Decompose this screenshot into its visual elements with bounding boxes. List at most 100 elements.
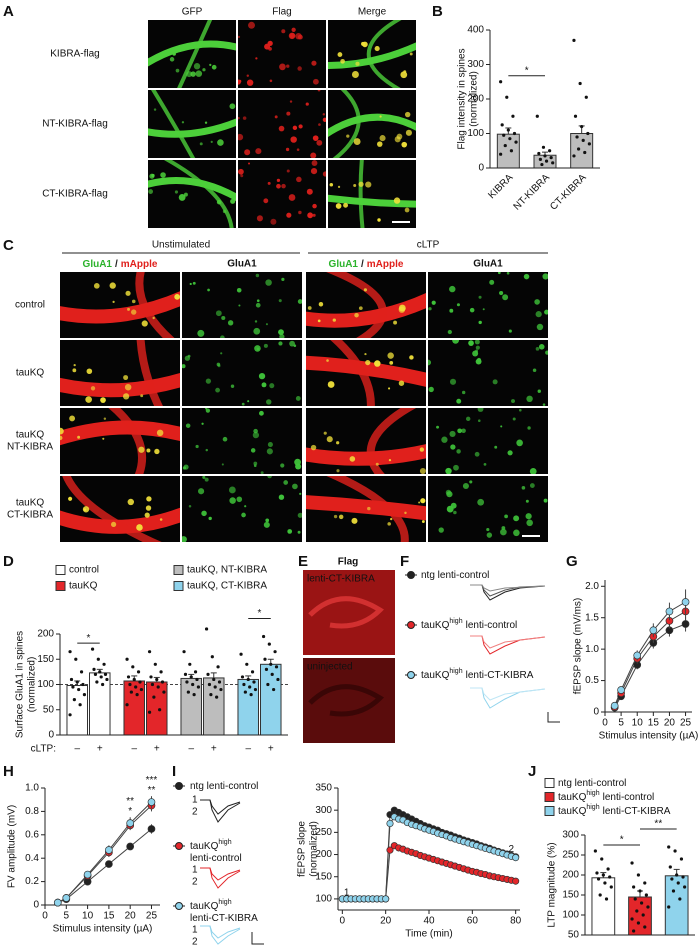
legend-text-part: tauKQ xyxy=(190,901,219,912)
spine xyxy=(260,471,264,474)
annotation: 2 xyxy=(509,844,515,855)
data-point xyxy=(207,682,212,687)
spine xyxy=(529,483,535,488)
data-point xyxy=(675,873,679,877)
data-point xyxy=(595,871,599,875)
data-point xyxy=(679,857,684,861)
data-point xyxy=(544,159,549,163)
spine xyxy=(286,64,290,68)
column-header: Flag xyxy=(272,7,291,18)
spine xyxy=(236,496,243,503)
spine xyxy=(449,285,456,293)
spine xyxy=(195,444,199,449)
image-content xyxy=(238,90,326,158)
bar xyxy=(237,678,259,736)
spine xyxy=(90,386,96,391)
data-point xyxy=(671,889,676,893)
y-tick-label: 100 xyxy=(315,894,332,905)
spine xyxy=(109,282,116,289)
dendrite xyxy=(136,340,163,406)
trace xyxy=(470,584,546,592)
spine xyxy=(201,422,204,425)
spine xyxy=(336,469,340,473)
y-tick-label: 150 xyxy=(37,654,54,665)
data-point xyxy=(103,672,108,677)
y-tick-label: 1.5 xyxy=(585,612,599,623)
legend-marker xyxy=(407,571,415,579)
image-bg xyxy=(428,272,548,338)
data-point xyxy=(266,682,270,687)
y-tick-label: 100 xyxy=(37,679,54,690)
x-tick-label: – xyxy=(131,744,137,755)
spine xyxy=(256,215,263,222)
spine xyxy=(494,445,498,449)
merge-label: GluA1/mApple xyxy=(329,259,404,270)
image-content xyxy=(182,408,302,474)
hippocampus xyxy=(308,596,384,629)
spine xyxy=(261,382,267,388)
data-point xyxy=(644,893,648,897)
data-point xyxy=(638,889,642,893)
spine xyxy=(477,408,484,412)
spine xyxy=(222,209,227,214)
data-point xyxy=(147,825,156,833)
y-axis-label: (normalized) xyxy=(469,71,480,127)
legend-text: control xyxy=(69,565,99,576)
data-point xyxy=(587,142,591,146)
data-point xyxy=(93,672,98,677)
trace-mark: 1 xyxy=(192,795,198,806)
spine xyxy=(215,310,222,317)
spine xyxy=(274,115,278,119)
data-point xyxy=(53,898,62,907)
data-point xyxy=(512,877,520,885)
spine xyxy=(230,198,236,204)
spine xyxy=(326,436,333,443)
image-content xyxy=(189,273,302,338)
spine xyxy=(103,417,107,420)
annotation: * xyxy=(128,806,132,817)
micrograph xyxy=(428,408,548,474)
spine xyxy=(276,183,281,189)
spine xyxy=(286,111,291,116)
x-tick-label: KIBRA xyxy=(486,172,515,201)
spine xyxy=(311,160,318,166)
y-tick-label: 1.0 xyxy=(25,783,39,794)
legend-text: tauKQhigh xyxy=(190,839,232,852)
data-point xyxy=(209,693,213,697)
spine xyxy=(478,320,482,325)
spine xyxy=(248,162,251,165)
x-tick-label: 25 xyxy=(680,718,692,729)
data-point xyxy=(136,670,141,674)
legend-marker xyxy=(407,621,415,629)
spine xyxy=(254,345,261,352)
spine xyxy=(317,319,321,323)
spine xyxy=(160,172,166,178)
image-bg xyxy=(182,272,302,338)
image-content xyxy=(428,272,548,335)
micrograph xyxy=(182,476,302,542)
data-point xyxy=(681,598,690,606)
spine xyxy=(202,68,206,72)
spine xyxy=(278,494,285,500)
x-tick-label: 25 xyxy=(146,911,158,922)
spine xyxy=(202,476,206,479)
y-tick-label: 200 xyxy=(37,629,54,640)
data-point xyxy=(630,861,634,865)
spine xyxy=(281,183,286,189)
data-point xyxy=(261,634,266,639)
micrograph xyxy=(238,160,326,228)
spine xyxy=(296,148,300,151)
trace-mark: 1 xyxy=(192,925,198,936)
data-point xyxy=(575,135,579,139)
micrograph xyxy=(428,272,548,338)
annotation: ** xyxy=(148,785,156,796)
spine xyxy=(358,181,364,187)
data-point xyxy=(549,156,553,160)
dendrite xyxy=(151,90,196,158)
spine xyxy=(145,505,152,511)
spine xyxy=(123,375,129,381)
spine xyxy=(307,212,314,219)
data-point xyxy=(511,114,515,118)
image-content xyxy=(306,272,426,338)
spine xyxy=(354,312,359,318)
